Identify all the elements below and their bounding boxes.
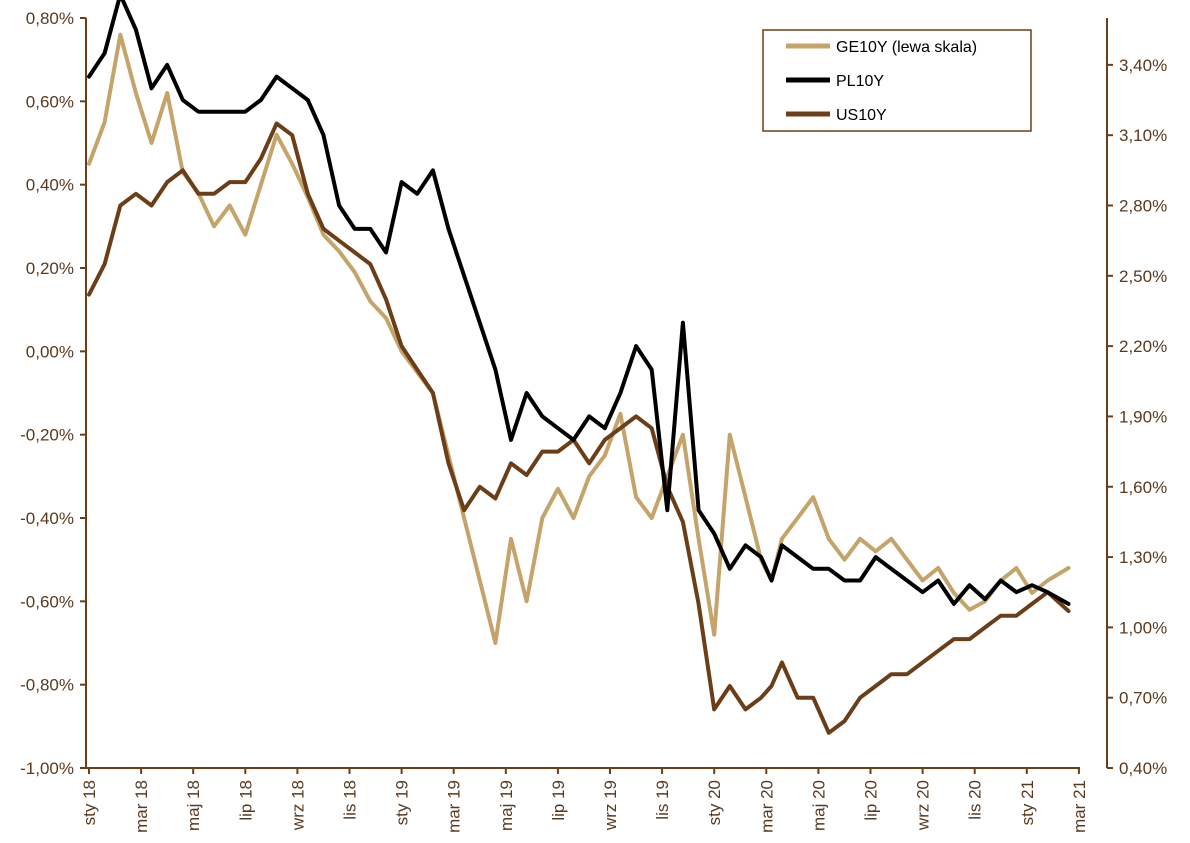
series-line-ge10y (87, 32, 1071, 645)
left-axis-ticks: 0,80% 0,60% 0,40% 0,20% 0,00% -0,20% -0,40% -0,… (20, 9, 86, 778)
left-tick-label: -1,00% (20, 759, 74, 778)
left-tick-label: -0,80% (20, 676, 74, 695)
right-tick-label: 2,80% (1119, 197, 1167, 216)
x-tick-label: sty 19 (393, 780, 412, 825)
left-tick-label: 0,80% (26, 9, 74, 28)
x-axis-ticks: sty 18 mar 18 maj 18 lip 18 wrz 18 lis 18 sty … (80, 768, 1089, 833)
right-tick-label: 1,30% (1119, 548, 1167, 567)
left-tick-label: -0,40% (20, 509, 74, 528)
series-line-us10y (87, 121, 1071, 735)
right-tick-label: 3,10% (1119, 126, 1167, 145)
x-tick-label: maj 19 (497, 780, 516, 831)
right-tick-label: 0,40% (1119, 759, 1167, 778)
x-tick-label: lip 20 (862, 780, 881, 821)
x-tick-label: mar 19 (445, 780, 464, 833)
x-tick-label: sty 18 (80, 780, 99, 825)
legend-label: PL10Y (836, 73, 884, 90)
x-tick-label: lip 18 (236, 780, 255, 821)
left-tick-label: 0,20% (26, 259, 74, 278)
legend: GE10Y (lewa skala) PL10Y US10Y (762, 29, 1032, 132)
right-tick-label: 1,90% (1119, 407, 1167, 426)
x-tick-label: maj 18 (184, 780, 203, 831)
x-tick-label: wrz 18 (288, 780, 307, 831)
right-tick-label: 3,40% (1119, 56, 1167, 75)
right-tick-label: 1,00% (1119, 618, 1167, 637)
right-tick-label: 2,20% (1119, 337, 1167, 356)
x-tick-label: wrz 20 (914, 780, 933, 831)
x-tick-label: mar 18 (132, 780, 151, 833)
x-tick-label: lis 20 (966, 780, 985, 820)
right-axis-ticks: 3,40% 3,10% 2,80% 2,50% 2,20% 1,90% 1,60% 1,30%… (1107, 56, 1167, 778)
left-tick-label: -0,60% (20, 592, 74, 611)
legend-items: GE10Y (lewa skala) PL10Y US10Y (786, 39, 977, 124)
plot-lines (87, 0, 1071, 735)
left-tick-label: 0,60% (26, 92, 74, 111)
left-tick-label: 0,40% (26, 176, 74, 195)
x-tick-label: lis 18 (341, 780, 360, 820)
right-tick-label: 1,60% (1119, 478, 1167, 497)
legend-label: US10Y (836, 107, 887, 124)
x-tick-label: maj 20 (809, 780, 828, 831)
series-line-pl10y (87, 0, 1071, 606)
right-tick-label: 0,70% (1119, 689, 1167, 708)
x-tick-label: sty 20 (705, 780, 724, 825)
x-tick-label: lip 19 (549, 780, 568, 821)
x-tick-label: mar 21 (1070, 780, 1089, 833)
legend-label: GE10Y (lewa skala) (836, 39, 977, 56)
left-tick-label: 0,00% (26, 342, 74, 361)
x-tick-label: sty 21 (1018, 780, 1037, 825)
x-tick-label: mar 20 (757, 780, 776, 833)
right-tick-label: 2,50% (1119, 267, 1167, 286)
x-tick-label: lis 19 (653, 780, 672, 820)
x-tick-label: wrz 19 (601, 780, 620, 831)
left-tick-label: -0,20% (20, 426, 74, 445)
